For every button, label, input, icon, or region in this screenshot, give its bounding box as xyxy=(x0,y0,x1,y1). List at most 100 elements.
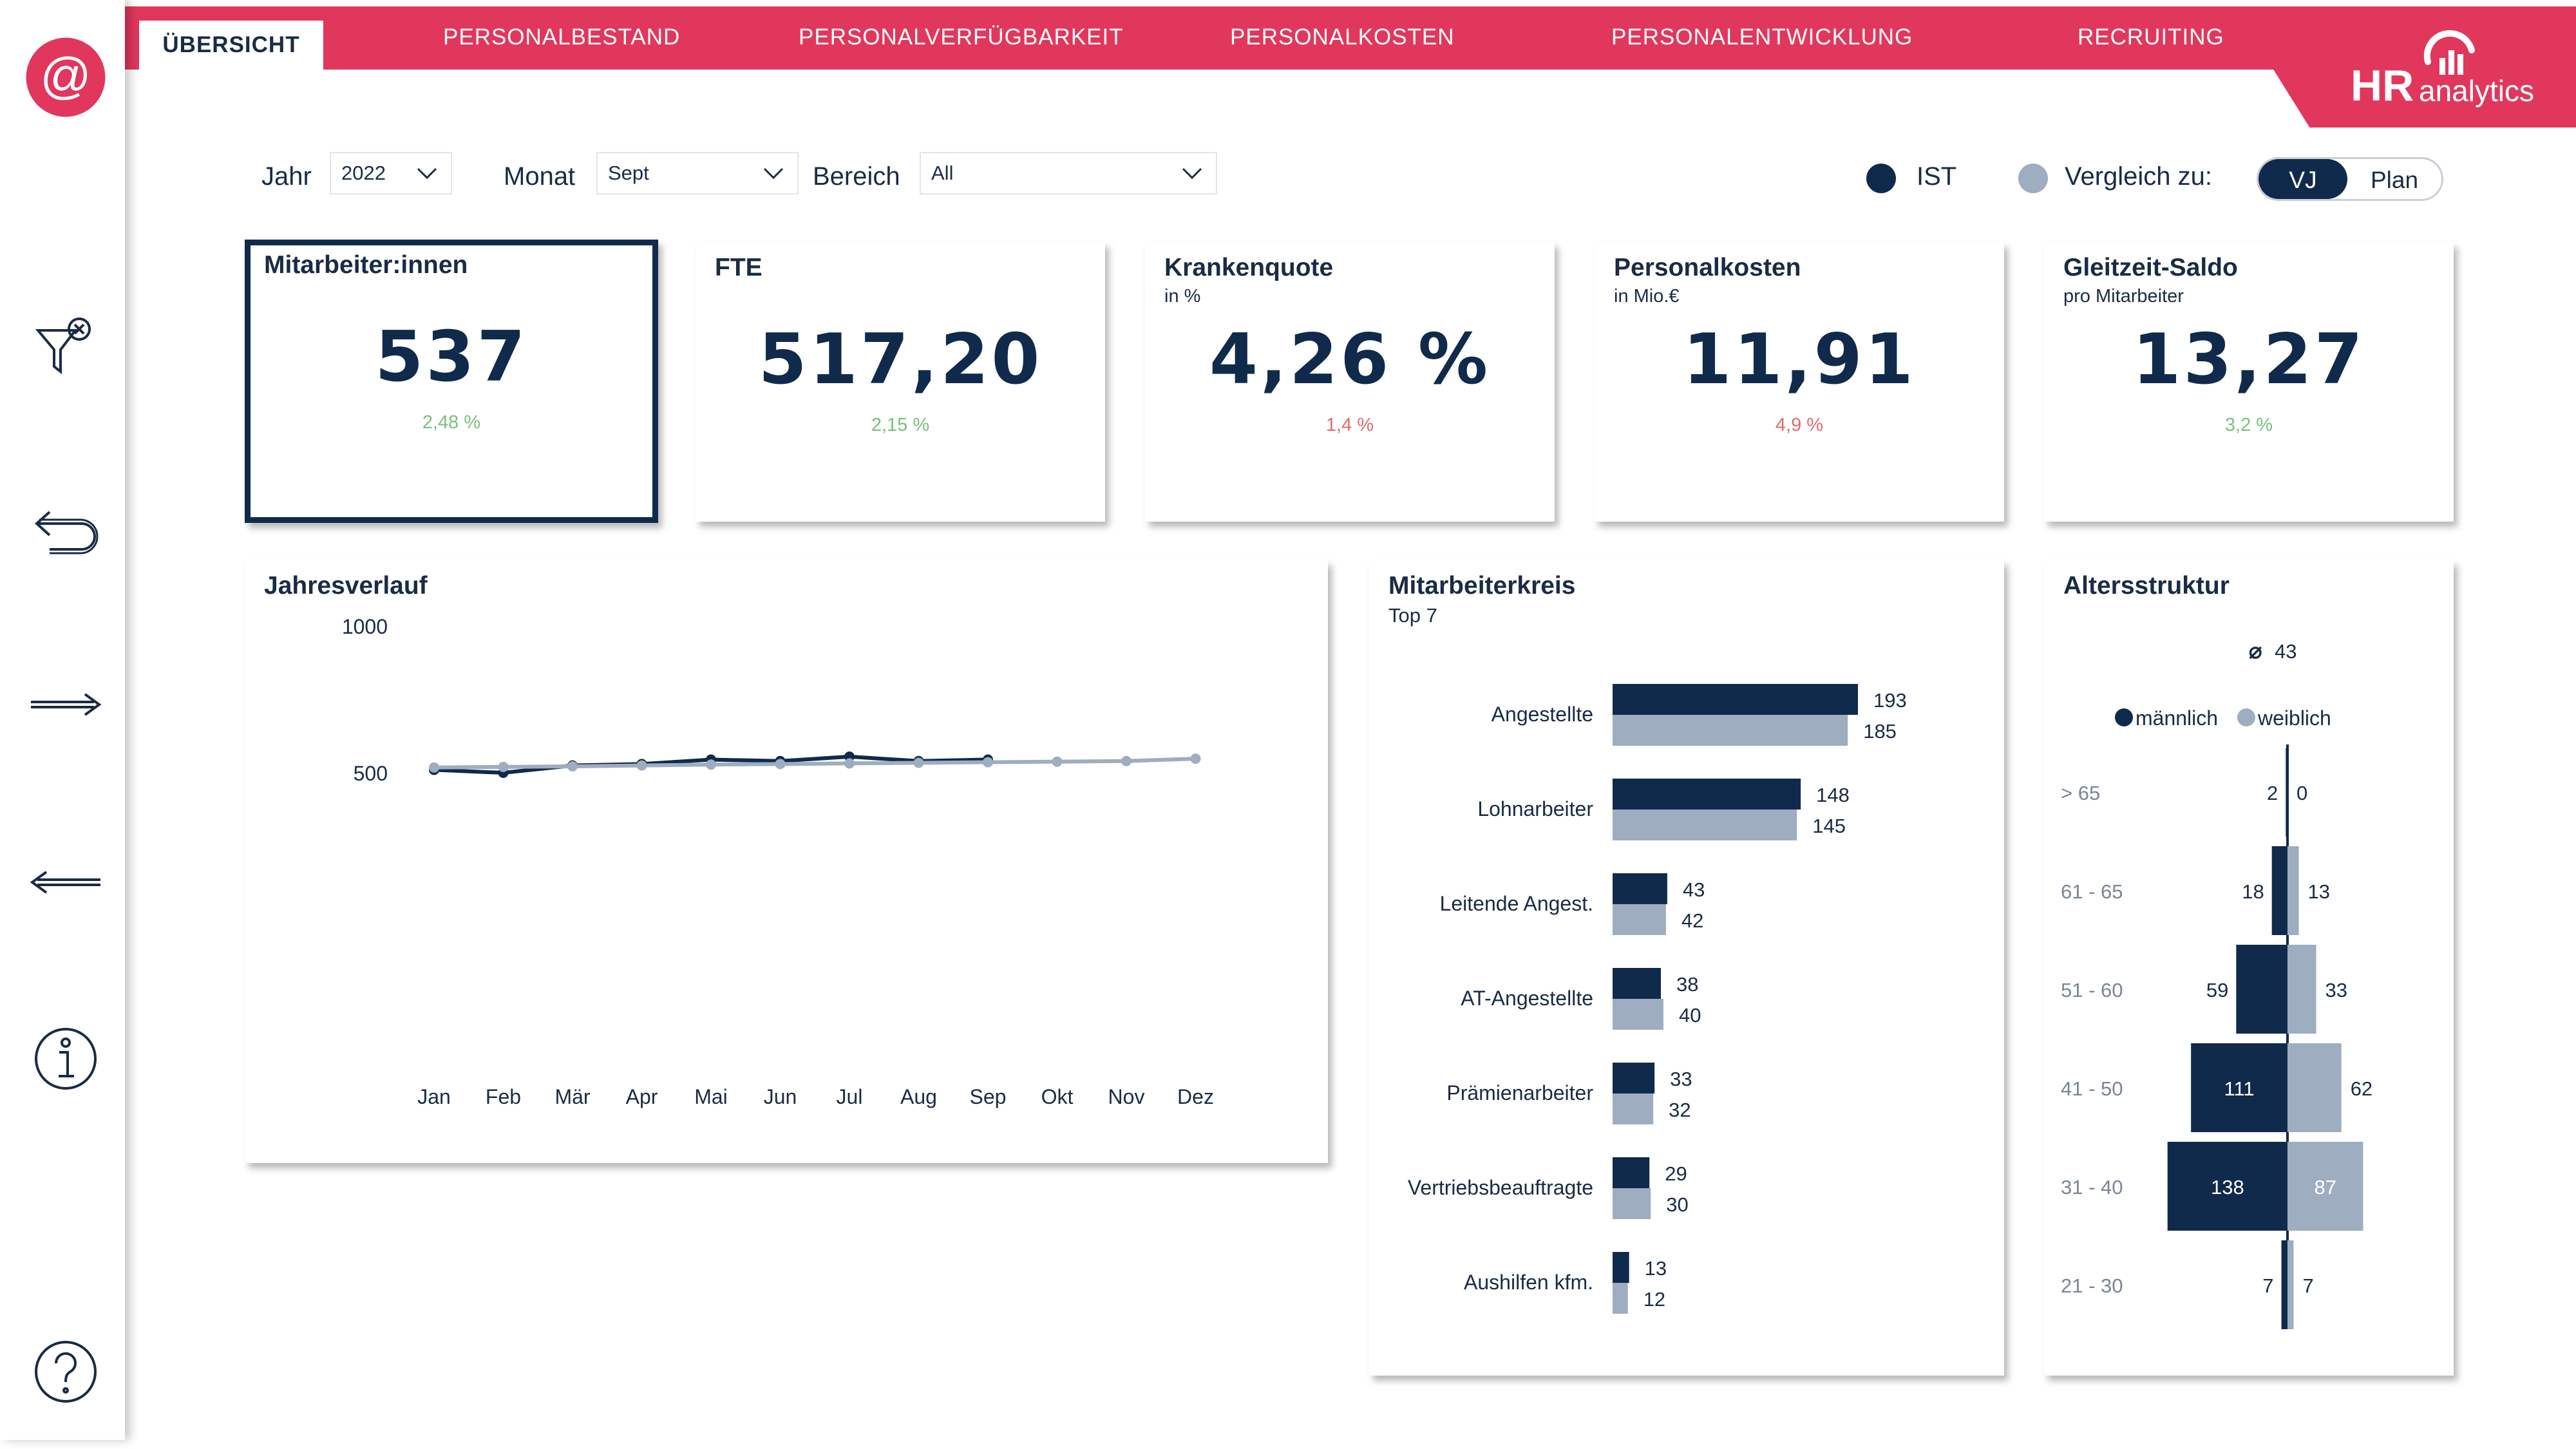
bar-value-label: 62 xyxy=(2351,1077,2372,1100)
category-label: Lohnarbeiter xyxy=(1477,797,1593,820)
x-tick-label: Dez xyxy=(1177,1085,1214,1108)
bar-weiblich[interactable] xyxy=(2287,945,2316,1034)
mitarbeiterkreis-panel: Mitarbeiterkreis Top 7 Angestellte 193 185… xyxy=(1369,560,2004,1376)
kpi-value: 517,20 xyxy=(758,319,1043,400)
bar-ist[interactable] xyxy=(1613,1063,1655,1094)
data-point[interactable] xyxy=(913,757,924,768)
monat-dropdown[interactable]: Sept xyxy=(596,152,799,194)
bar-ist[interactable] xyxy=(1613,1252,1629,1283)
bar-value-label: 138 xyxy=(2211,1176,2244,1198)
bar-maennlich[interactable] xyxy=(2271,846,2287,935)
bar-ist[interactable] xyxy=(1613,779,1801,810)
bar-vj[interactable] xyxy=(1613,715,1848,746)
sidebar: @ xyxy=(0,0,125,1440)
bar-value-label: 32 xyxy=(1669,1099,1690,1121)
jahr-value: 2022 xyxy=(341,162,386,184)
help-icon[interactable] xyxy=(24,1331,107,1413)
bar-weiblich[interactable] xyxy=(2287,1240,2294,1329)
data-point[interactable] xyxy=(1190,753,1201,764)
bar-vj[interactable] xyxy=(1613,1283,1628,1314)
bar-maennlich[interactable] xyxy=(2167,1142,2287,1231)
ist-legend-dot xyxy=(1866,164,1896,193)
x-tick-label: Feb xyxy=(486,1085,521,1108)
panel-subtitle: Top 7 xyxy=(1388,604,1437,627)
vergleich-legend-dot xyxy=(2018,164,2048,193)
bar-ist[interactable] xyxy=(1613,684,1858,715)
bereich-dropdown[interactable]: All xyxy=(920,152,1217,194)
info-icon[interactable] xyxy=(24,1018,107,1100)
bar-ist[interactable] xyxy=(1613,873,1667,904)
age-group-label: > 65 xyxy=(2061,782,2100,804)
panel-title: Mitarbeiterkreis xyxy=(1388,572,1576,600)
comparison-toggle[interactable]: VJ Plan xyxy=(2257,157,2443,201)
legend-label: weiblich xyxy=(2257,706,2331,730)
series-line-vj xyxy=(433,757,1196,770)
category-label: Vertriebsbeauftragte xyxy=(1408,1176,1593,1199)
panel-title: Altersstruktur xyxy=(2063,572,2230,600)
filter-jahr-label: Jahr xyxy=(261,162,312,191)
bar-vj[interactable] xyxy=(1613,999,1663,1030)
bar-vj[interactable] xyxy=(1613,1188,1651,1219)
bar-maennlich[interactable] xyxy=(2281,1240,2287,1329)
bar-value-label: 29 xyxy=(1665,1162,1687,1185)
category-label: Prämienarbeiter xyxy=(1446,1081,1593,1104)
data-point[interactable] xyxy=(1052,756,1063,767)
chevron-down-icon xyxy=(417,167,437,180)
kpi-title: Personalkosten xyxy=(1614,254,1801,281)
tab-personalverfuegbarkeit[interactable]: PERSONALVERFÜGBARKEIT xyxy=(799,24,1124,50)
back-arrow-icon[interactable] xyxy=(24,841,107,923)
bar-maennlich[interactable] xyxy=(2236,945,2287,1034)
jahr-dropdown[interactable]: 2022 xyxy=(330,152,452,194)
bar-value-label: 2 xyxy=(2267,782,2278,804)
kpi-card-fte[interactable]: FTE 517,20 2,15 % xyxy=(696,242,1105,522)
bar-ist[interactable] xyxy=(1613,1157,1650,1188)
data-point[interactable] xyxy=(775,759,786,770)
tab-personalkosten[interactable]: PERSONALKOSTEN xyxy=(1230,24,1455,50)
bar-value-label: 145 xyxy=(1812,815,1846,837)
data-point[interactable] xyxy=(983,757,993,768)
category-label: Leitende Angest. xyxy=(1440,892,1593,915)
kpi-card-personalkosten[interactable]: Personalkosten in Mio.€ 11,91 4,9 % xyxy=(1595,242,2004,522)
bar-weiblich[interactable] xyxy=(2287,846,2299,935)
forward-arrow-icon[interactable] xyxy=(24,663,107,746)
kpi-card-krankenquote[interactable]: Krankenquote in % 4,26 % 1,4 % xyxy=(1145,242,1555,522)
back-icon[interactable] xyxy=(24,487,107,569)
toggle-option-vj[interactable] xyxy=(2259,159,2347,199)
bar-value-label: 193 xyxy=(1873,689,1907,712)
bar-weiblich[interactable] xyxy=(2287,1142,2363,1231)
data-point[interactable] xyxy=(706,759,716,770)
tab-personalbestand[interactable]: PERSONALBESTAND xyxy=(443,24,681,50)
data-point[interactable] xyxy=(636,760,647,771)
bar-vj[interactable] xyxy=(1613,810,1797,840)
tab-uebersicht[interactable]: ÜBERSICHT xyxy=(139,21,323,70)
average-value: 43 xyxy=(2275,640,2297,663)
kpi-card-mitarbeiter[interactable]: Mitarbeiter:innen 537 2,48 % xyxy=(245,240,658,523)
jahresverlauf-panel: Jahresverlauf 500 1000 Jan Feb Mär Apr Mai Jun J… xyxy=(245,560,1328,1163)
bar-value-label: 40 xyxy=(1679,1004,1701,1027)
kpi-value: 13,27 xyxy=(2132,319,2365,400)
data-point[interactable] xyxy=(498,761,509,772)
monat-value: Sept xyxy=(608,162,649,184)
data-point[interactable] xyxy=(429,762,439,773)
data-point[interactable] xyxy=(567,761,578,772)
at-logo-icon[interactable]: @ xyxy=(24,36,107,118)
bar-maennlich[interactable] xyxy=(2191,1043,2287,1132)
bar-vj[interactable] xyxy=(1613,1094,1654,1124)
bar-weiblich[interactable] xyxy=(2287,1043,2342,1132)
bar-value-label: 18 xyxy=(2242,880,2264,903)
tab-recruiting[interactable]: RECRUITING xyxy=(2078,24,2224,50)
bar-vj[interactable] xyxy=(1613,904,1666,935)
kpi-card-gleitzeit[interactable]: Gleitzeit-Saldo pro Mitarbeiter 13,27 3,… xyxy=(2044,242,2454,522)
bar-maennlich[interactable] xyxy=(2286,748,2287,837)
x-tick-label: Sep xyxy=(970,1085,1007,1108)
data-point[interactable] xyxy=(1121,755,1132,766)
age-group-label: 61 - 65 xyxy=(2061,880,2123,903)
bar-value-label: 0 xyxy=(2297,782,2307,804)
clear-filter-icon[interactable] xyxy=(24,307,107,389)
bar-ist[interactable] xyxy=(1613,968,1662,999)
data-point[interactable] xyxy=(844,758,855,769)
toggle-option-plan[interactable]: Plan xyxy=(2370,167,2419,193)
x-tick-label: Nov xyxy=(1108,1085,1145,1108)
tab-personalentwicklung[interactable]: PERSONALENTWICKLUNG xyxy=(1611,24,1913,50)
legend-label: männlich xyxy=(2136,706,2218,730)
